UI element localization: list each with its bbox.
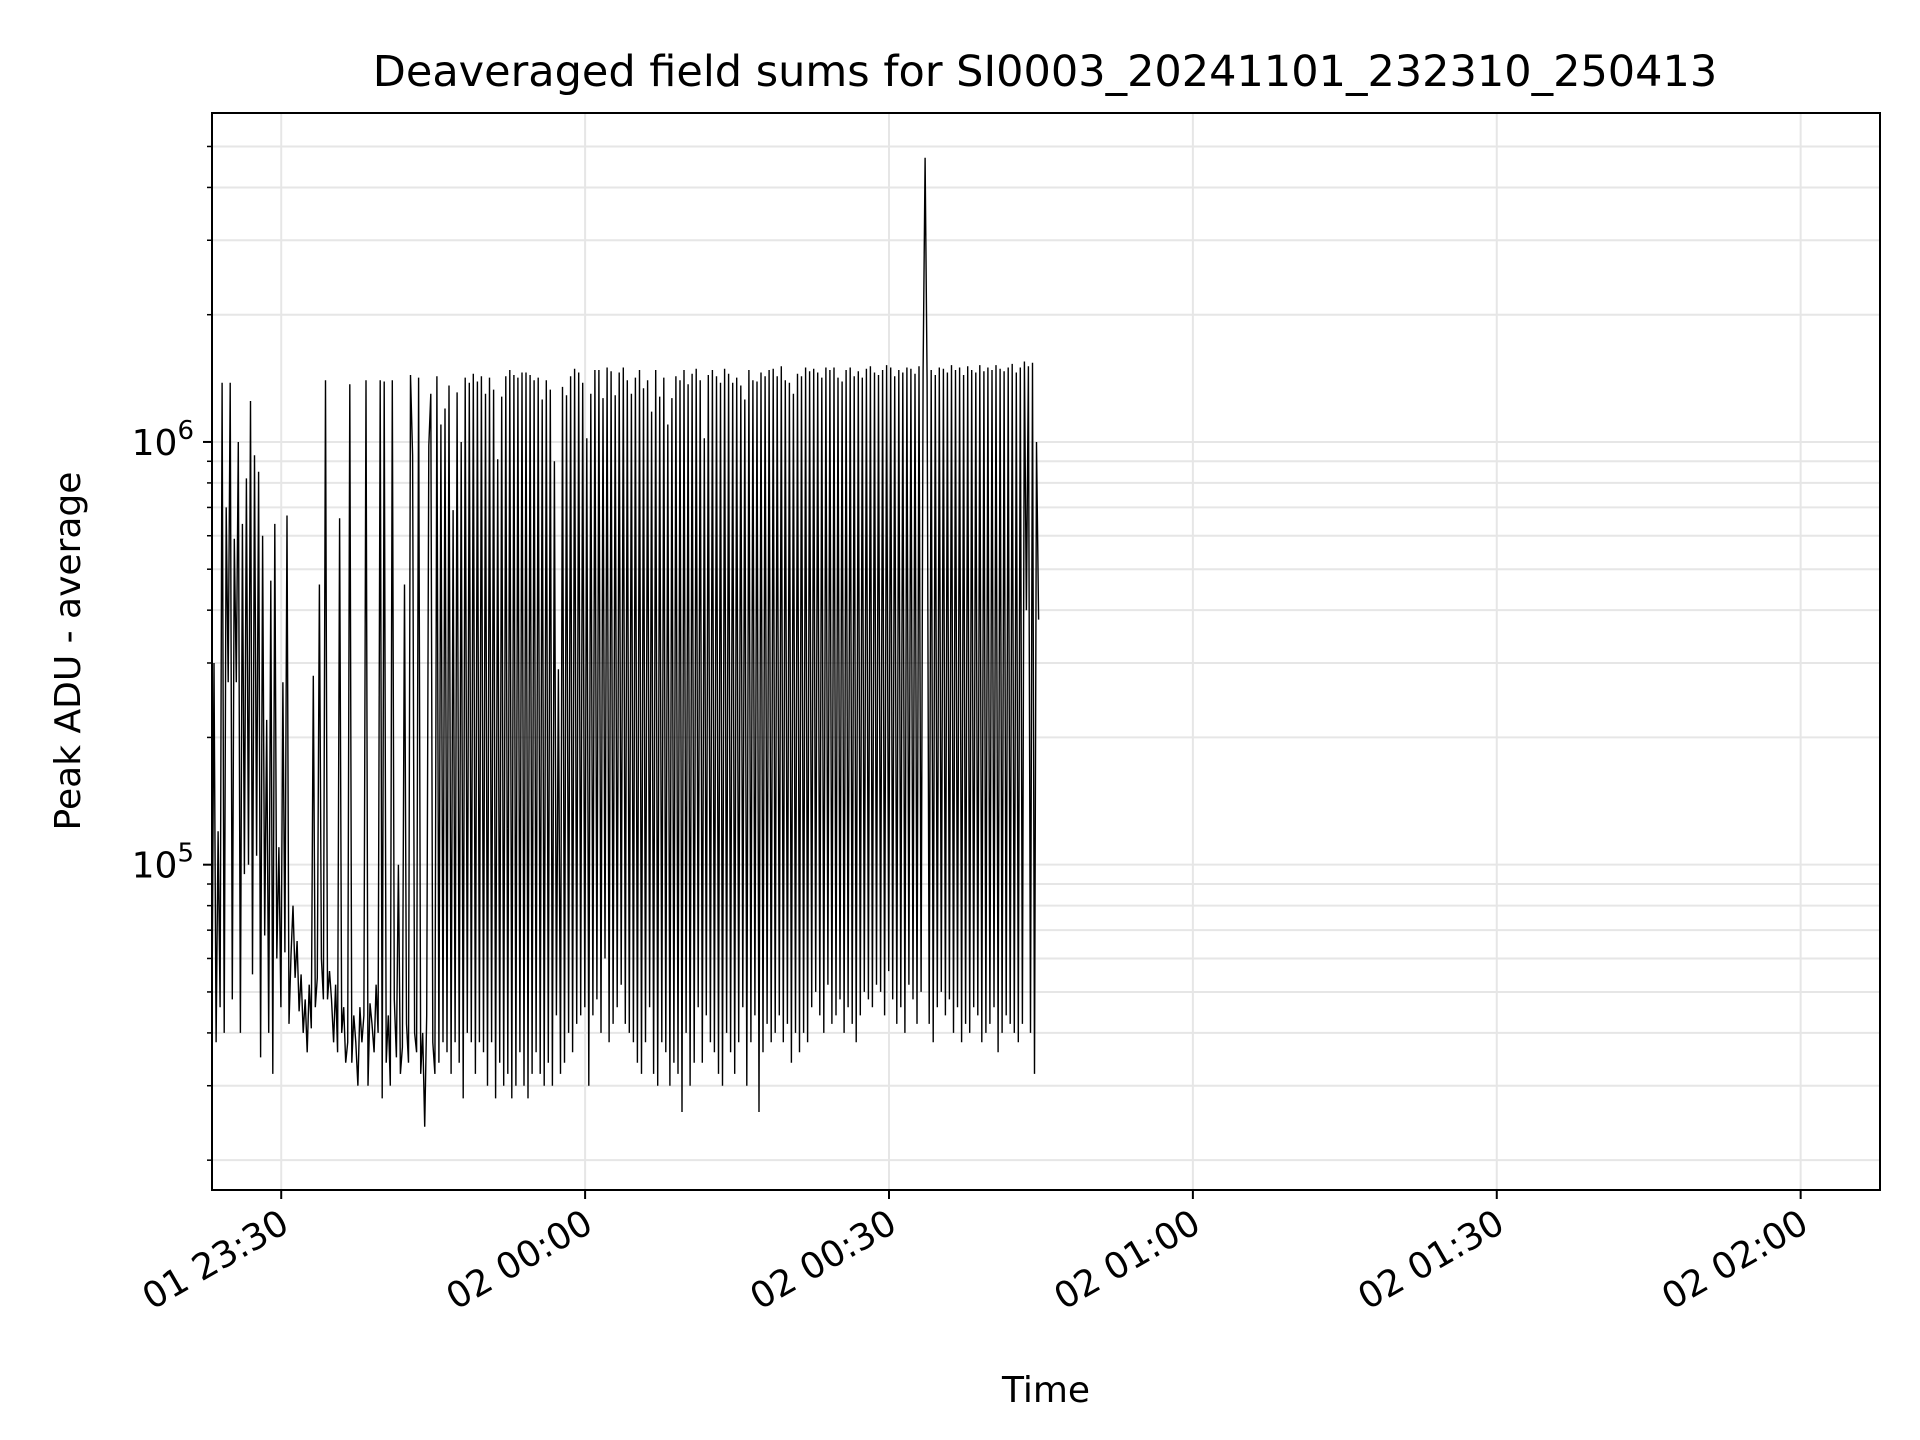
chart-title: Deaveraged field sums for SI0003_2024110… xyxy=(373,47,1718,97)
y-tick-label: 106 xyxy=(132,416,194,464)
major-gridlines xyxy=(212,113,1880,1190)
minor-gridlines xyxy=(207,145,1880,1162)
plot-frame xyxy=(211,112,1881,1191)
y-tick-label: 105 xyxy=(132,839,194,887)
series-line xyxy=(211,157,1040,1127)
series-layer xyxy=(211,157,1040,1127)
x-axis-label: Time xyxy=(1001,1370,1090,1411)
y-axis: 105 106 xyxy=(132,416,212,887)
y-axis-label: Peak ADU - average xyxy=(48,472,89,831)
